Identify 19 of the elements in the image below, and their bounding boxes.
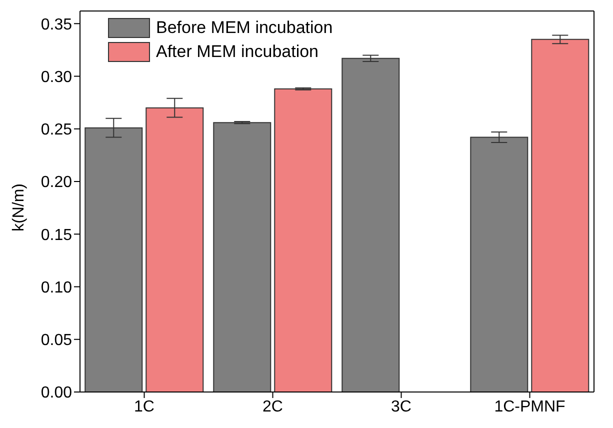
y-tick-label: 0.15 (40, 226, 72, 244)
y-tick-label: 0.20 (40, 174, 72, 192)
y-tick-label: 0.10 (40, 279, 72, 296)
x-tick-label: 1C-PMNF (494, 398, 566, 416)
legend-label: After MEM incubation (156, 42, 319, 62)
bar (213, 122, 272, 392)
bar (274, 88, 332, 392)
bar (342, 58, 400, 392)
x-tick-label: 2C (262, 398, 283, 416)
x-tick-label: 3C (391, 398, 412, 416)
y-tick-label: 0.30 (40, 68, 72, 86)
legend-label: Before MEM incubation (156, 18, 333, 38)
y-tick-label: 0.25 (40, 122, 72, 139)
y-axis-title: k(N/m) (10, 184, 28, 232)
bar (531, 38, 590, 392)
x-tick-label: 1C (134, 398, 154, 416)
y-tick-label: 0.35 (40, 16, 72, 34)
y-tick-label: 0.00 (40, 384, 72, 402)
y-tick-label: 0.05 (40, 332, 72, 350)
